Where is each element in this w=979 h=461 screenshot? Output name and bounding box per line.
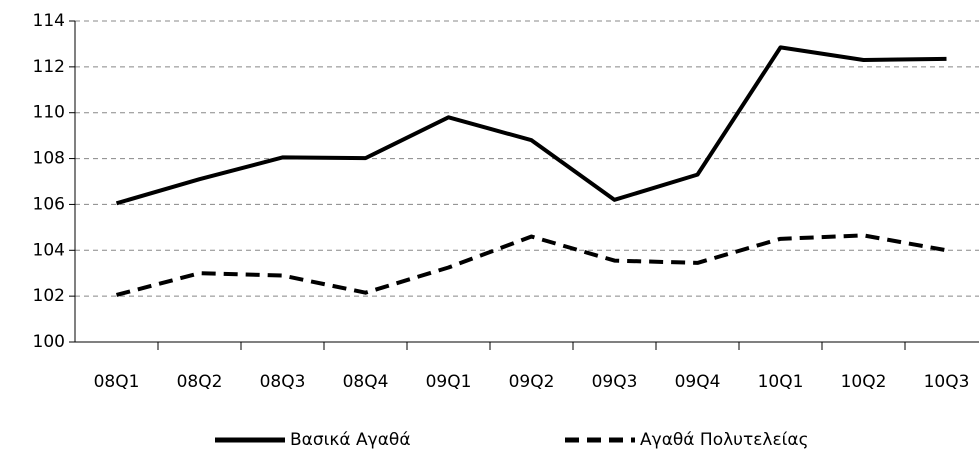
series-line <box>115 45 947 206</box>
x-tick-label: 10Q3 <box>924 372 970 392</box>
legend-label: Αγαθά Πολυτελείας <box>640 430 809 450</box>
x-tick-label: 09Q4 <box>675 372 721 392</box>
y-tick-label: 102 <box>33 286 65 306</box>
legend-label: Βασικά Αγαθά <box>290 430 411 450</box>
x-tick-label: 08Q1 <box>94 372 140 392</box>
x-tick-label: 08Q4 <box>343 372 389 392</box>
x-tick-label: 08Q2 <box>177 372 223 392</box>
x-tick-label: 10Q2 <box>841 372 887 392</box>
y-tick-label: 108 <box>33 149 65 169</box>
y-tick-label: 106 <box>33 194 65 214</box>
y-tick-label: 112 <box>33 57 65 77</box>
x-tick-label: 09Q1 <box>426 372 472 392</box>
x-tick-label: 09Q3 <box>592 372 638 392</box>
x-tick-label: 10Q1 <box>758 372 804 392</box>
y-tick-label: 114 <box>33 11 65 31</box>
y-tick-label: 104 <box>33 240 65 260</box>
y-tick-label: 100 <box>33 332 65 352</box>
x-tick-label: 09Q2 <box>509 372 555 392</box>
series-line <box>115 233 947 297</box>
x-tick-label: 08Q3 <box>260 372 306 392</box>
y-tick-label: 110 <box>33 103 65 123</box>
